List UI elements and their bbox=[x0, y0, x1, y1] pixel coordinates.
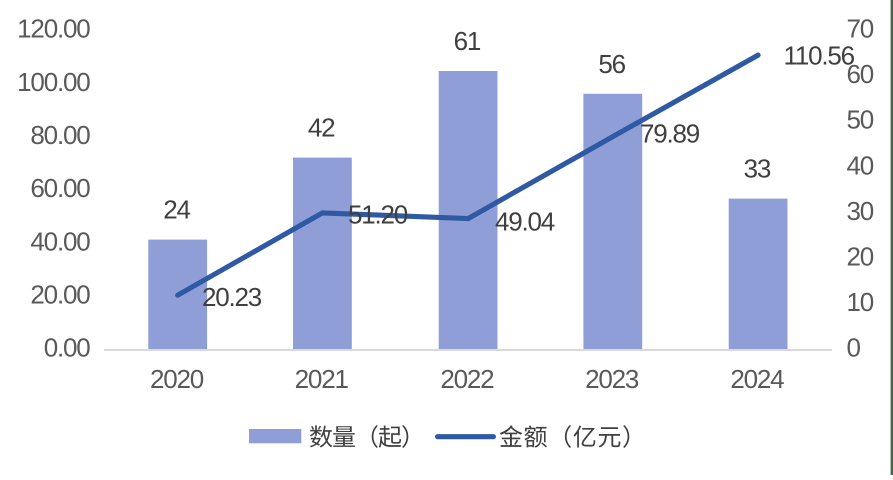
svg-text:60.00: 60.00 bbox=[30, 173, 90, 203]
svg-text:20.00: 20.00 bbox=[30, 279, 90, 309]
svg-text:120.00: 120.00 bbox=[17, 14, 90, 44]
svg-text:2024: 2024 bbox=[730, 364, 784, 394]
svg-text:10: 10 bbox=[847, 287, 874, 317]
svg-text:2023: 2023 bbox=[585, 364, 639, 394]
svg-text:61: 61 bbox=[454, 26, 481, 56]
svg-text:2020: 2020 bbox=[150, 364, 204, 394]
svg-text:20.23: 20.23 bbox=[202, 282, 262, 312]
svg-text:110.56: 110.56 bbox=[784, 41, 855, 71]
svg-text:42: 42 bbox=[308, 113, 335, 143]
svg-text:50: 50 bbox=[847, 105, 874, 135]
svg-text:60: 60 bbox=[847, 59, 874, 89]
svg-text:33: 33 bbox=[744, 154, 771, 184]
svg-text:79.89: 79.89 bbox=[640, 119, 700, 149]
svg-text:40.00: 40.00 bbox=[30, 226, 90, 256]
svg-text:70: 70 bbox=[847, 14, 874, 44]
svg-text:80.00: 80.00 bbox=[30, 120, 90, 150]
svg-text:20: 20 bbox=[847, 242, 874, 272]
svg-text:30: 30 bbox=[847, 196, 874, 226]
svg-text:56: 56 bbox=[598, 49, 625, 79]
svg-text:100.00: 100.00 bbox=[17, 67, 90, 97]
svg-text:49.04: 49.04 bbox=[495, 207, 555, 237]
svg-text:0.00: 0.00 bbox=[44, 333, 91, 363]
svg-text:2021: 2021 bbox=[295, 364, 349, 394]
svg-text:40: 40 bbox=[847, 150, 874, 180]
svg-text:51.20: 51.20 bbox=[348, 200, 408, 230]
svg-text:24: 24 bbox=[163, 195, 190, 225]
svg-text:2022: 2022 bbox=[440, 364, 494, 394]
svg-text:0: 0 bbox=[847, 333, 861, 363]
